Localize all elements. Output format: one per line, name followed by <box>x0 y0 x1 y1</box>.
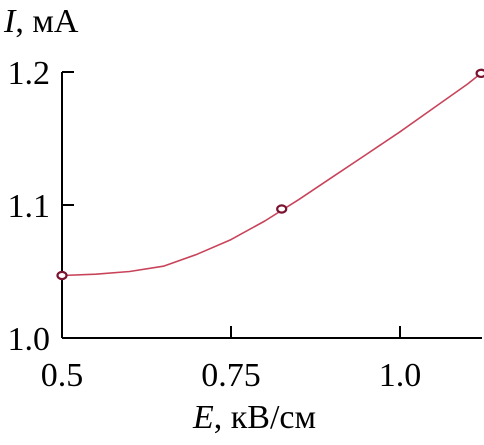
x-tick-label: 0.75 <box>201 357 261 394</box>
series-line <box>61 72 482 277</box>
data-point <box>56 270 68 281</box>
y-tick-label: 1.1 <box>8 188 51 225</box>
axes <box>61 72 482 339</box>
ticks <box>61 71 401 339</box>
data-point <box>276 204 288 214</box>
y-tick-label: 1.2 <box>8 55 51 92</box>
y-axis-label-variable: I <box>3 3 17 40</box>
y-tick-label: 1.0 <box>8 321 51 358</box>
x-tick-label: 1.0 <box>379 357 422 394</box>
x-tick-label: 0.5 <box>41 357 84 394</box>
x-axis-label-variable: E <box>192 399 214 436</box>
tick-labels: 0.5 0.75 1.0 1.0 1.1 1.2 <box>8 55 422 394</box>
y-axis-label-unit: , мА <box>15 3 79 40</box>
x-axis-label: E, кВ/см <box>192 399 316 436</box>
x-axis-label-unit: , кВ/см <box>214 399 316 436</box>
y-axis-label: I, мА <box>3 3 79 40</box>
data-markers <box>56 68 484 281</box>
data-point <box>475 68 484 79</box>
